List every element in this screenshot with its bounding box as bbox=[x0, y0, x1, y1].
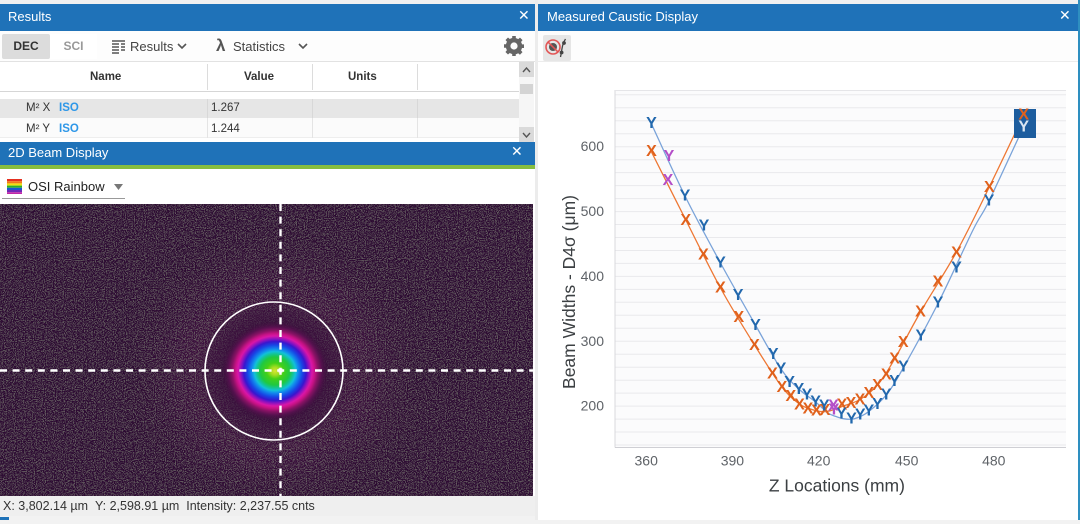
svg-text:X: X bbox=[698, 246, 709, 263]
svg-text:Y: Y bbox=[881, 386, 892, 403]
svg-text:360: 360 bbox=[635, 453, 659, 469]
svg-text:480: 480 bbox=[982, 453, 1006, 469]
svg-text:Y: Y bbox=[829, 401, 840, 418]
svg-text:X: X bbox=[932, 273, 943, 290]
svg-text:Y: Y bbox=[984, 192, 995, 209]
svg-text:Y: Y bbox=[889, 373, 900, 390]
svg-text:Y: Y bbox=[846, 410, 857, 427]
svg-text:X: X bbox=[767, 365, 778, 382]
svg-text:X: X bbox=[951, 244, 962, 261]
svg-text:X: X bbox=[646, 143, 657, 160]
svg-text:390: 390 bbox=[721, 453, 745, 469]
svg-text:600: 600 bbox=[581, 138, 605, 154]
svg-text:420: 420 bbox=[807, 453, 831, 469]
svg-text:X: X bbox=[733, 309, 744, 326]
svg-text:X: X bbox=[984, 179, 995, 196]
svg-text:X: X bbox=[820, 402, 831, 419]
svg-text:X: X bbox=[715, 279, 726, 296]
svg-text:Y: Y bbox=[898, 358, 909, 375]
svg-text:Y: Y bbox=[836, 406, 847, 423]
svg-text:Y: Y bbox=[776, 361, 787, 378]
svg-text:X: X bbox=[777, 379, 788, 396]
svg-text:Beam Widths - D4σ (μm): Beam Widths - D4σ (μm) bbox=[559, 195, 579, 389]
svg-text:X: X bbox=[749, 337, 760, 354]
svg-text:Y: Y bbox=[664, 148, 675, 165]
svg-text:Y: Y bbox=[951, 259, 962, 276]
svg-text:X: X bbox=[803, 400, 814, 417]
svg-text:Y: Y bbox=[646, 115, 657, 132]
svg-text:Y: Y bbox=[733, 287, 744, 304]
svg-text:Z Locations (mm): Z Locations (mm) bbox=[769, 476, 905, 496]
svg-text:Y: Y bbox=[933, 295, 944, 312]
svg-text:X: X bbox=[794, 396, 805, 413]
svg-text:Y: Y bbox=[810, 393, 821, 410]
svg-text:X: X bbox=[889, 350, 900, 367]
svg-text:Y: Y bbox=[750, 317, 761, 334]
svg-text:Y: Y bbox=[855, 407, 866, 424]
svg-text:200: 200 bbox=[581, 398, 605, 414]
svg-text:Y: Y bbox=[680, 187, 691, 204]
svg-text:X: X bbox=[915, 303, 926, 320]
svg-text:Y: Y bbox=[793, 381, 804, 398]
svg-text:X: X bbox=[828, 397, 839, 414]
svg-text:X: X bbox=[863, 385, 874, 402]
svg-text:X: X bbox=[811, 402, 822, 419]
svg-text:Y: Y bbox=[863, 403, 874, 420]
svg-text:300: 300 bbox=[581, 333, 605, 349]
svg-text:X: X bbox=[680, 212, 691, 229]
svg-text:500: 500 bbox=[581, 203, 605, 219]
svg-text:Y: Y bbox=[768, 346, 779, 363]
svg-text:X: X bbox=[1018, 106, 1029, 123]
svg-text:Y: Y bbox=[915, 328, 926, 345]
svg-text:Y: Y bbox=[699, 217, 710, 234]
svg-text:X: X bbox=[785, 388, 796, 405]
svg-text:400: 400 bbox=[581, 268, 605, 284]
svg-text:X: X bbox=[663, 172, 674, 189]
svg-text:X: X bbox=[846, 395, 857, 412]
svg-text:Y: Y bbox=[802, 386, 813, 403]
svg-text:X: X bbox=[872, 377, 883, 394]
svg-text:Y: Y bbox=[784, 374, 795, 391]
svg-text:Y: Y bbox=[872, 396, 883, 413]
svg-text:X: X bbox=[898, 334, 909, 351]
svg-text:X: X bbox=[855, 391, 866, 408]
svg-text:Y: Y bbox=[1018, 118, 1029, 135]
svg-text:X: X bbox=[837, 396, 848, 413]
svg-text:Y: Y bbox=[819, 397, 830, 414]
svg-text:Y: Y bbox=[715, 255, 726, 272]
svg-text:X: X bbox=[881, 366, 892, 383]
svg-text:450: 450 bbox=[895, 453, 919, 469]
